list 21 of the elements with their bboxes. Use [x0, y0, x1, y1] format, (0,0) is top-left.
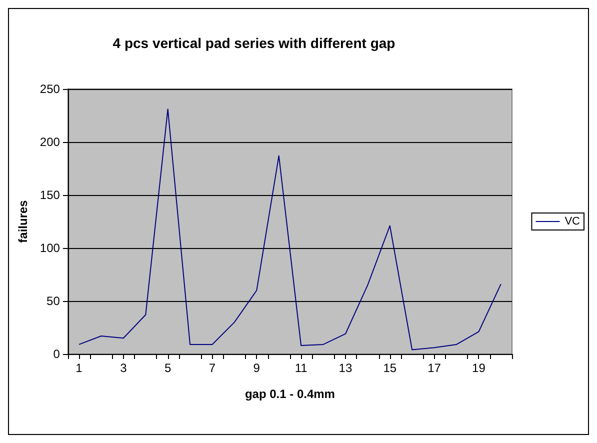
y-tick-label: 250 — [40, 82, 60, 96]
y-tick-label: 0 — [53, 347, 60, 361]
chart-title: 4 pcs vertical pad series with different gap — [112, 35, 396, 51]
y-tick-label: 150 — [40, 188, 60, 202]
x-tick-label: 13 — [338, 361, 352, 375]
x-tick-label: 9 — [253, 361, 260, 375]
y-tick-label: 100 — [40, 241, 60, 255]
x-tick-label: 3 — [120, 361, 128, 375]
y-tick-label: 200 — [40, 135, 60, 149]
x-axis-title: gap 0.1 - 0.4mm — [244, 387, 335, 401]
x-tick-label: 11 — [294, 361, 308, 375]
x-tick-label: 5 — [164, 361, 172, 375]
y-tick-label: 50 — [46, 294, 60, 308]
y-axis-title: failures — [16, 200, 30, 243]
x-tick-label: 15 — [383, 361, 397, 375]
x-tick-label: 19 — [472, 361, 486, 375]
line-series — [78, 108, 502, 350]
x-tick-label: 1 — [76, 361, 83, 375]
x-tick-label: 17 — [428, 361, 442, 375]
x-tick-label: 7 — [208, 361, 216, 375]
legend-label: VC — [564, 216, 580, 228]
